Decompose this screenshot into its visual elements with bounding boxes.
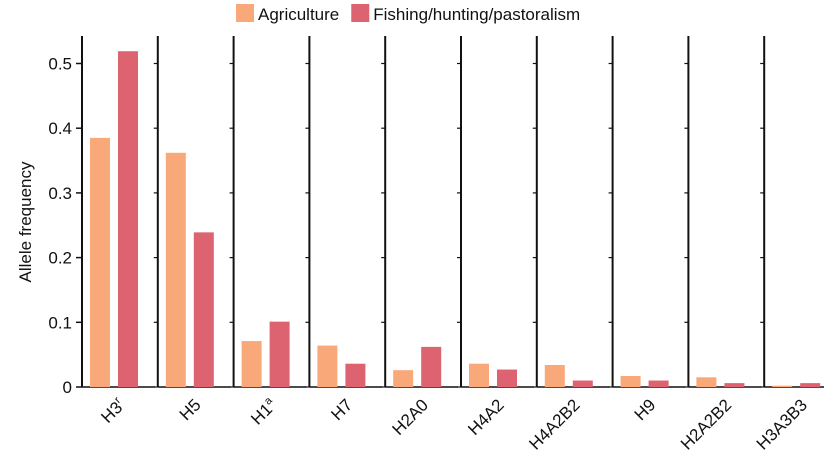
x-tick-label-base: H4A2B2 [525,395,583,453]
x-tick-label-h4a2b2: H4A2B2 [525,395,583,453]
bar-fishing-hunting-pastoralism-h9 [648,380,669,387]
bar-agriculture-h2a2b2 [696,377,717,387]
bar-fishing-hunting-pastoralism-h5 [193,232,214,387]
x-tick-label-base: H9 [631,395,660,424]
y-tick-label-3: 0.3 [48,184,72,203]
x-tick-label-base: H5 [176,395,205,424]
bar-agriculture-h3r [90,137,110,387]
bar-agriculture-h1a [241,341,262,387]
bar-agriculture-h3a3b3 [772,385,793,387]
bar-agriculture-h4a2b2 [544,365,565,387]
bar-agriculture-h9 [620,376,641,387]
bar-fishing-hunting-pastoralism-h3r [118,51,138,387]
legend-label: Fishing/hunting/pastoralism [373,5,580,24]
bar-fishing-hunting-pastoralism-h3a3b3 [800,383,821,387]
x-tick-label-h3r: H3r [97,394,129,426]
panel-h4a2b2 [532,36,610,388]
x-tick-label-superscript: r [112,394,123,405]
panel-h1a [229,36,307,388]
y-tick-label-4: 0.4 [48,119,72,138]
x-tick-label-h4a2: H4A2 [464,395,508,439]
panel-h5 [153,36,231,388]
y-axis-label: Allele frequency [16,161,35,282]
legend-item-agriculture: Agriculture [236,4,339,24]
panel-h3r [81,36,155,388]
bar-agriculture-h7 [317,345,338,387]
panel-h2a2b2 [684,36,762,388]
x-tick-label-h7: H7 [327,395,356,424]
x-tick-label-base: H7 [327,395,356,424]
x-tick-label-base: H4A2 [464,395,508,439]
bar-fishing-hunting-pastoralism-h4a2 [497,369,517,387]
panel-h7 [305,36,383,388]
x-tick-label-h5: H5 [176,395,205,424]
bar-agriculture-h5 [165,152,186,387]
legend-swatch [236,4,254,22]
panel-h3a3b3 [760,36,824,388]
bar-fishing-hunting-pastoralism-h7 [345,363,366,387]
panel-h9 [608,36,686,388]
panel-h4a2 [457,36,534,388]
x-tick-label-h2a2b2: H2A2B2 [677,395,735,453]
x-tick-label-base: H2A0 [389,395,433,439]
x-tick-label-h3a3b3: H3A3B3 [753,395,811,453]
bar-fishing-hunting-pastoralism-h1a [269,321,290,387]
x-tick-labels: H3r H5 H1a H7 H2A0 H4A2 H4A2B2 H9 H2A2B2 H3A3B3 [97,394,811,454]
y-axis: 0 0.1 0.2 0.3 0.4 0.5 [48,55,82,397]
bar-agriculture-h4a2 [469,363,489,387]
y-tick-label-5: 0.5 [48,55,72,74]
x-tick-label-base: H3A3B3 [753,395,811,453]
y-tick-label-0: 0 [63,378,72,397]
bar-fishing-hunting-pastoralism-h2a2b2 [724,383,745,387]
chart-legend: Agriculture Fishing/hunting/pastoralism [236,4,580,24]
x-tick-label-base: H2A2B2 [677,395,735,453]
x-tick-label-h9: H9 [631,395,660,424]
bar-agriculture-h2a0 [393,370,414,387]
legend-label: Agriculture [258,5,339,24]
bar-fishing-hunting-pastoralism-h4a2b2 [572,380,593,387]
x-tick-label-h2a0: H2A0 [389,395,433,439]
legend-item-fishing-hunting-pastoralism: Fishing/hunting/pastoralism [351,4,580,24]
x-tick-label-h1a: H1a [247,394,281,428]
panel-h2a0 [381,36,458,388]
bar-fishing-hunting-pastoralism-h2a0 [421,346,442,387]
bar-panels [81,36,824,388]
y-tick-label-1: 0.1 [48,313,72,332]
legend-swatch [351,4,370,22]
y-tick-label-2: 0.2 [48,249,72,268]
